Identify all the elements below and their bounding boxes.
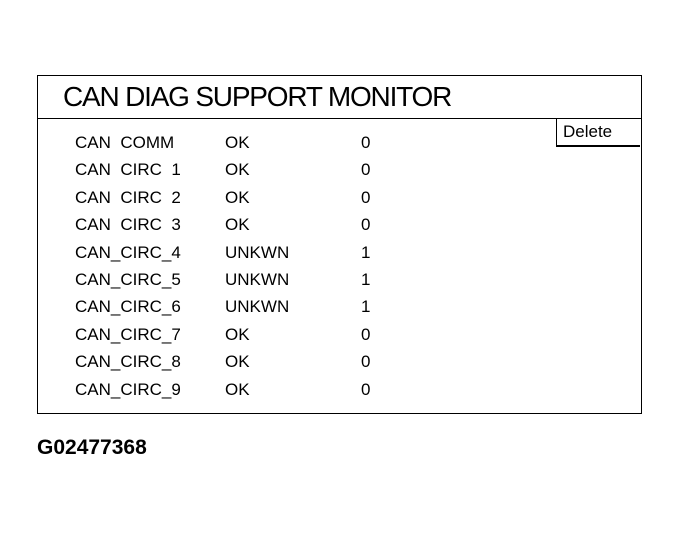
circuit-name: CAN_CIRC_4: [75, 242, 181, 262]
circuit-name: CAN CIRC 2: [75, 187, 181, 207]
figure-code: G02477368: [37, 436, 147, 459]
error-count: 0: [361, 324, 371, 344]
circuit-name: CAN_CIRC_5: [75, 270, 181, 289]
delete-button[interactable]: Delete: [556, 119, 640, 147]
error-count: 0: [361, 160, 371, 180]
error-count: 1: [361, 297, 371, 317]
circuit-status: UNKWN: [225, 297, 290, 317]
circuit-name: CAN_CIRC_7: [75, 324, 181, 344]
circuit-status: UNKWN: [225, 242, 290, 262]
title-bar: CAN DIAG SUPPORT MONITOR: [38, 76, 641, 119]
circuit-status: OK: [225, 379, 250, 399]
error-count: 1: [361, 270, 371, 289]
error-count: 0: [361, 187, 371, 207]
diag-monitor-panel: CAN DIAG SUPPORT MONITOR Delete CAN COMM…: [37, 75, 642, 414]
error-count: 0: [361, 379, 371, 399]
circuit-status: OK: [225, 187, 250, 207]
error-count: 1: [361, 242, 371, 262]
page-title: CAN DIAG SUPPORT MONITOR: [63, 81, 452, 112]
error-count: 0: [361, 352, 371, 372]
circuit-name: CAN COMM: [75, 133, 175, 152]
circuit-status: OK: [225, 324, 250, 344]
error-count: 0: [361, 215, 371, 235]
error-count: 0: [361, 133, 371, 152]
circuit-status: UNKWN: [225, 270, 290, 289]
circuit-status: OK: [225, 215, 250, 235]
circuit-name: CAN_CIRC_6: [75, 297, 181, 317]
circuit-status: OK: [225, 133, 250, 152]
circuit-name: CAN CIRC 3: [75, 215, 181, 235]
circuit-name: CAN_CIRC_9: [75, 379, 181, 399]
circuit-status: OK: [225, 160, 250, 180]
circuit-name: CAN_CIRC_8: [75, 352, 181, 372]
circuit-status: OK: [225, 352, 250, 372]
circuit-name: CAN CIRC 1: [75, 160, 181, 180]
